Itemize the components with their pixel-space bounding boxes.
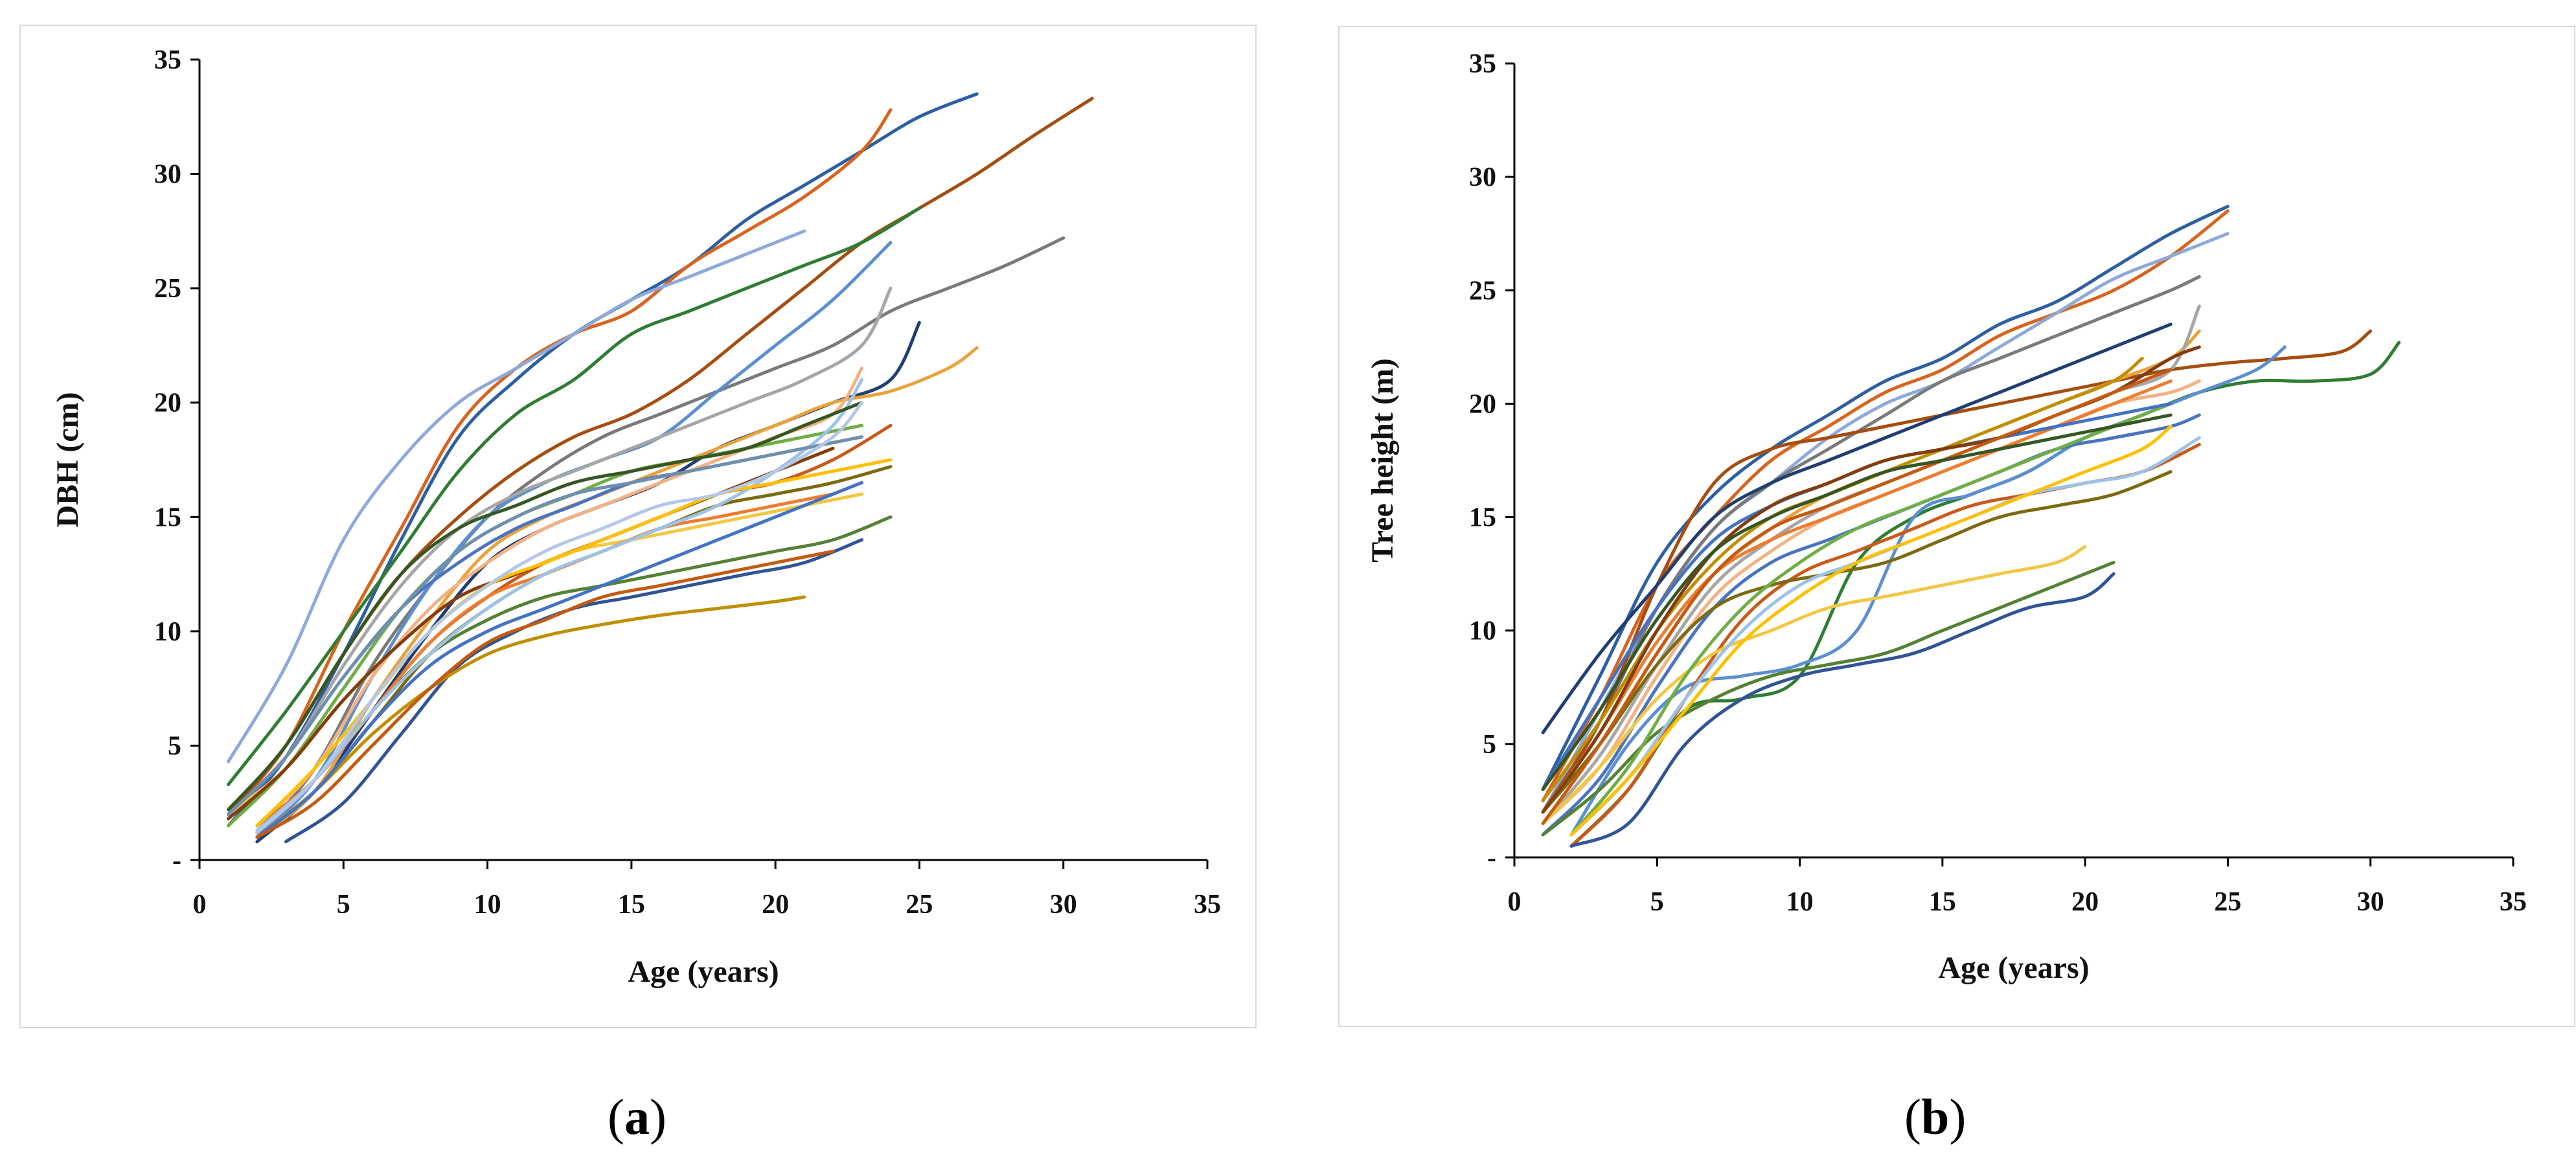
panel-a-x-tick-label-35: 35 xyxy=(1194,890,1221,920)
panel-a-series-s26 xyxy=(255,458,893,828)
panel-a-y-tick-label-0: - xyxy=(172,846,181,876)
panel-b-series-s9 xyxy=(1541,329,2201,814)
panel-a-series-s23 xyxy=(255,378,863,832)
panel-b-series-s26 xyxy=(1569,425,2172,837)
panel-b-series-s20 xyxy=(1569,402,2172,837)
panel-a-series-s24 xyxy=(255,549,835,839)
panel-a-series-s10 xyxy=(227,286,893,816)
panel-b-x-tick-label-0: 0 xyxy=(1508,887,1522,917)
panel-b-series-s4 xyxy=(1541,275,2201,814)
panel-a-y-tick-label-30: 30 xyxy=(154,160,181,190)
panel-b-y-tick-label-15: 15 xyxy=(1469,503,1496,533)
panel-a-series-s18 xyxy=(255,595,806,839)
panel-b-x-tick-label-5: 5 xyxy=(1650,887,1664,917)
panel-b-y-axis-title: Tree height (m) xyxy=(1365,358,1400,562)
panel-b-series-s1 xyxy=(1541,205,2229,791)
panel-a-x-tick-label-30: 30 xyxy=(1050,890,1077,920)
panel-b-frame xyxy=(1338,26,2575,1027)
panel-a-x-tick-label-15: 15 xyxy=(618,890,645,920)
panel-b-y-tick-label-10: 10 xyxy=(1469,616,1496,646)
panel-a-x-tick-label-25: 25 xyxy=(906,890,933,920)
panel-b-y-tick-label-25: 25 xyxy=(1469,276,1496,306)
panel-a-series-s17 xyxy=(284,538,863,844)
panel-b-y-tick-label-20: 20 xyxy=(1469,389,1496,419)
panel-b-series-s8 xyxy=(1541,322,2172,734)
panel-b-label-letter: b xyxy=(1921,1089,1950,1145)
panel-b-series-s2 xyxy=(1541,209,2229,802)
panel-a-y-axis-title: DBH (cm) xyxy=(51,392,85,527)
panel-b-x-tick-label-25: 25 xyxy=(2214,887,2241,917)
panel-b-series-s13 xyxy=(1569,443,2201,848)
panel-b-label-close: ) xyxy=(1949,1089,1966,1145)
panel-a-x-tick-label-0: 0 xyxy=(193,890,207,920)
panel-b-y-tick-label-30: 30 xyxy=(1469,163,1496,192)
panel-a-y-tick-label-10: 10 xyxy=(154,617,181,647)
panel-a-series-s27 xyxy=(227,435,863,816)
panel-a-label-close: ) xyxy=(649,1089,667,1145)
panel-a-x-tick-label-10: 10 xyxy=(474,890,501,920)
panel-b-label-open: ( xyxy=(1904,1089,1921,1145)
panel-a-y-tick-label-5: 5 xyxy=(168,731,181,761)
panel-b-label: (b) xyxy=(1904,1088,1966,1146)
panel-a-x-tick-label-5: 5 xyxy=(337,890,350,920)
panel-a-x-tick-label-20: 20 xyxy=(762,890,789,920)
panel-b-series-s16 xyxy=(1541,561,2115,837)
panel-a-y-tick-label-35: 35 xyxy=(154,45,181,75)
panel-a-series-s28 xyxy=(255,401,863,835)
panel-b-series-s24 xyxy=(1541,368,2172,825)
panel-a-series-s5 xyxy=(227,96,1094,816)
panel-a-series-s25 xyxy=(227,401,863,811)
panel-a-x-axis-title: Age (years) xyxy=(628,955,779,989)
panel-a-y-tick-label-15: 15 xyxy=(154,503,181,532)
panel-a-label-open: ( xyxy=(608,1089,624,1145)
panel-b-series-s25 xyxy=(1541,413,2172,791)
panel-a-y-tick-label-20: 20 xyxy=(154,389,181,418)
panel-a-label: (a) xyxy=(608,1088,667,1146)
panel-b-x-tick-label-30: 30 xyxy=(2357,887,2384,917)
panel-a-series-s21 xyxy=(255,481,863,839)
panel-b-series-s18 xyxy=(1541,356,2144,802)
panel-a-y-tick-label-25: 25 xyxy=(154,274,181,304)
panel-a-series-s4 xyxy=(255,236,1066,839)
panel-a-label-letter: a xyxy=(624,1089,650,1145)
panel-b-x-tick-label-20: 20 xyxy=(2071,887,2099,917)
panel-b-x-axis-title: Age (years) xyxy=(1938,951,2089,985)
panel-b-series-s17 xyxy=(1569,572,2115,848)
panel-a-series-s2 xyxy=(227,108,893,816)
panel-a-series-s3 xyxy=(227,229,806,763)
panel-b-y-tick-label-5: 5 xyxy=(1483,730,1496,760)
panel-b-x-tick-label-35: 35 xyxy=(2500,887,2527,917)
panel-b-y-tick-label-35: 35 xyxy=(1469,49,1496,79)
panel-b-x-tick-label-15: 15 xyxy=(1929,887,1956,917)
panel-b-series-s15 xyxy=(1541,545,2087,825)
panel-a-series-s6 xyxy=(227,207,921,786)
panel-b-x-tick-label-10: 10 xyxy=(1786,887,1814,917)
panel-b-y-tick-label-0: - xyxy=(1487,843,1496,873)
